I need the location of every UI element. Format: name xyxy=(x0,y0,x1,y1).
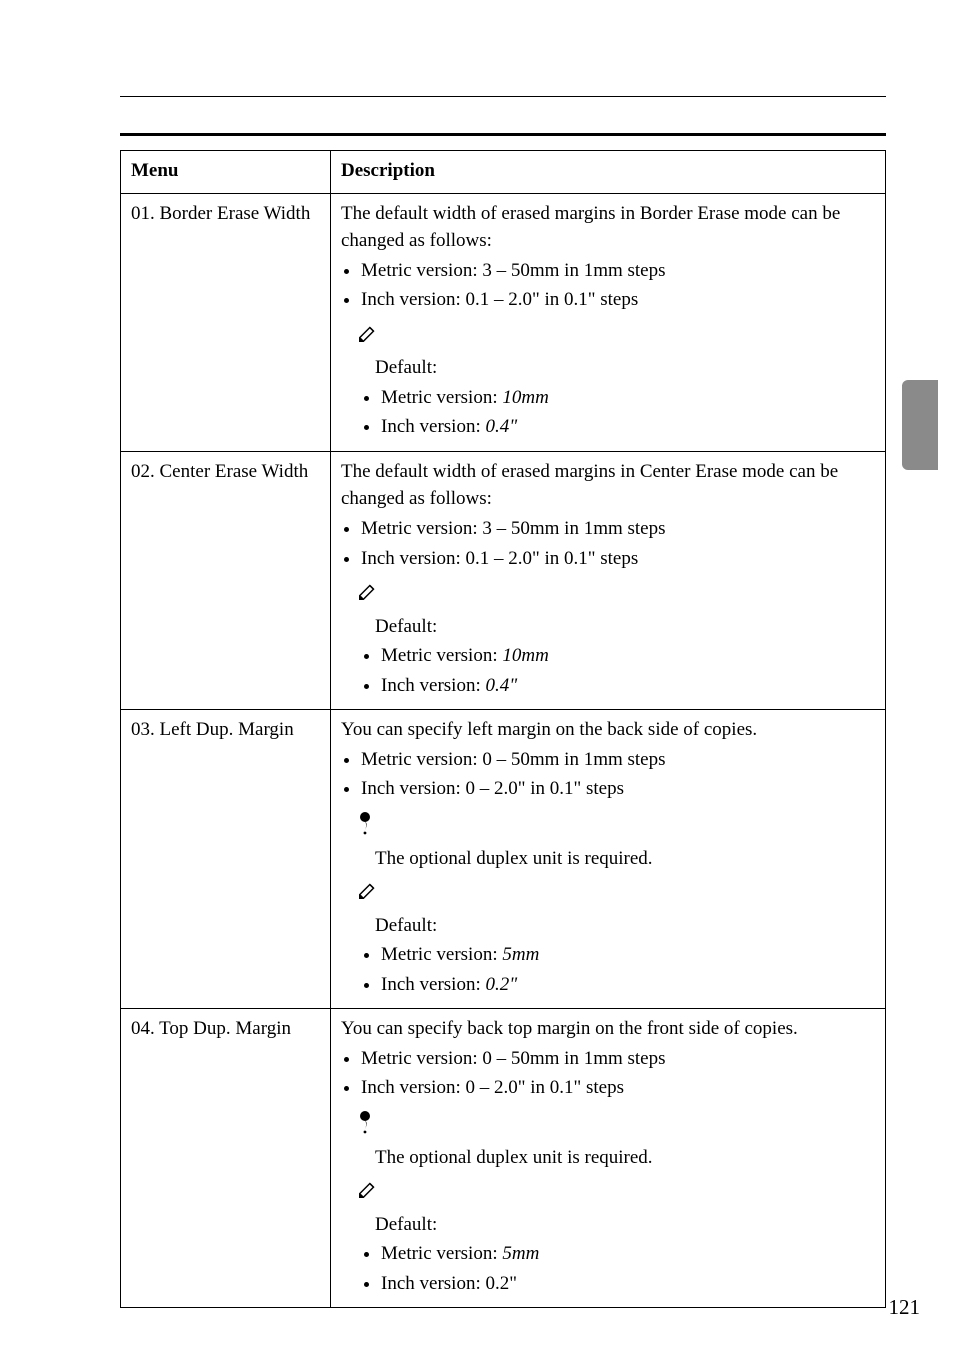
top-rule xyxy=(120,96,886,97)
default-label: Default: xyxy=(375,613,875,641)
limitation-icon xyxy=(357,1110,373,1134)
menu-cell: 01. Border Erase Width xyxy=(121,193,331,451)
limitation-icon xyxy=(357,811,373,835)
option-list: Metric version: 0 – 50mm in 1mm stepsInc… xyxy=(361,1045,875,1102)
default-item: Metric version: 5mm xyxy=(381,941,875,969)
default-item: Inch version: 0.4" xyxy=(381,672,875,700)
table-header-row: Menu Description xyxy=(121,151,886,194)
desc-cell: The default width of erased margins in C… xyxy=(331,451,886,709)
lead-text: You can specify back top margin on the f… xyxy=(341,1015,875,1043)
limitation-text: The optional duplex unit is required. xyxy=(375,1144,875,1172)
lead-text: You can specify left margin on the back … xyxy=(341,716,875,744)
side-tab xyxy=(902,380,938,470)
header-desc: Description xyxy=(331,151,886,194)
option-list: Metric version: 3 – 50mm in 1mm stepsInc… xyxy=(361,515,875,572)
page-number: 121 xyxy=(889,1295,921,1320)
desc-cell: You can specify back top margin on the f… xyxy=(331,1009,886,1308)
desc-cell: You can specify left margin on the back … xyxy=(331,710,886,1009)
menu-cell: 02. Center Erase Width xyxy=(121,451,331,709)
note-icon xyxy=(357,879,379,901)
option-item: Metric version: 0 – 50mm in 1mm steps xyxy=(361,1045,875,1073)
default-item: Metric version: 10mm xyxy=(381,642,875,670)
default-value: 0.4" xyxy=(485,416,517,437)
default-label: Default: xyxy=(375,1211,875,1239)
page: Menu Description 01. Border Erase WidthT… xyxy=(0,0,954,1348)
table-row: 01. Border Erase WidthThe default width … xyxy=(121,193,886,451)
lead-text: The default width of erased margins in C… xyxy=(341,458,875,513)
header-menu: Menu xyxy=(121,151,331,194)
option-item: Inch version: 0 – 2.0" in 0.1" steps xyxy=(361,1074,875,1102)
table-row: 04. Top Dup. Margin You can specify back … xyxy=(121,1009,886,1308)
default-value: 5mm xyxy=(502,944,539,965)
note-icon xyxy=(357,580,379,602)
default-value: 5mm xyxy=(502,1243,539,1264)
default-item: Metric version: 5mm xyxy=(381,1240,875,1268)
default-value: 10mm xyxy=(502,387,548,408)
option-item: Metric version: 3 – 50mm in 1mm steps xyxy=(361,257,875,285)
table-row: 02. Center Erase WidthThe default width … xyxy=(121,451,886,709)
default-item: Metric version: 10mm xyxy=(381,384,875,412)
spec-table: Menu Description 01. Border Erase WidthT… xyxy=(120,150,886,1308)
default-item: Inch version: 0.4" xyxy=(381,413,875,441)
option-list: Metric version: 0 – 50mm in 1mm stepsInc… xyxy=(361,746,875,803)
default-label: Default: xyxy=(375,354,875,382)
default-label: Default: xyxy=(375,912,875,940)
default-value: 10mm xyxy=(502,645,548,666)
option-item: Inch version: 0 – 2.0" in 0.1" steps xyxy=(361,775,875,803)
default-list: Metric version: 5mmInch version: 0.2" xyxy=(381,941,875,998)
default-value: 0.4" xyxy=(485,675,517,696)
lead-text: The default width of erased margins in B… xyxy=(341,200,875,255)
default-list: Metric version: 10mmInch version: 0.4" xyxy=(381,384,875,441)
note-icon xyxy=(357,1178,379,1200)
table-row: 03. Left Dup. Margin You can specify left… xyxy=(121,710,886,1009)
desc-cell: The default width of erased margins in B… xyxy=(331,193,886,451)
menu-cell: 03. Left Dup. Margin xyxy=(121,710,331,1009)
default-list: Metric version: 5mmInch version: 0.2" xyxy=(381,1240,875,1297)
table-body: 01. Border Erase WidthThe default width … xyxy=(121,193,886,1308)
note-icon xyxy=(357,322,379,344)
menu-cell: 04. Top Dup. Margin xyxy=(121,1009,331,1308)
option-item: Inch version: 0.1 – 2.0" in 0.1" steps xyxy=(361,286,875,314)
default-item: Inch version: 0.2" xyxy=(381,971,875,999)
option-item: Inch version: 0.1 – 2.0" in 0.1" steps xyxy=(361,545,875,573)
default-list: Metric version: 10mmInch version: 0.4" xyxy=(381,642,875,699)
default-item: Inch version: 0.2" xyxy=(381,1270,875,1298)
option-item: Metric version: 3 – 50mm in 1mm steps xyxy=(361,515,875,543)
default-value: 0.2" xyxy=(485,974,517,995)
option-list: Metric version: 3 – 50mm in 1mm stepsInc… xyxy=(361,257,875,314)
option-item: Metric version: 0 – 50mm in 1mm steps xyxy=(361,746,875,774)
limitation-text: The optional duplex unit is required. xyxy=(375,845,875,873)
thick-rule xyxy=(120,133,886,136)
